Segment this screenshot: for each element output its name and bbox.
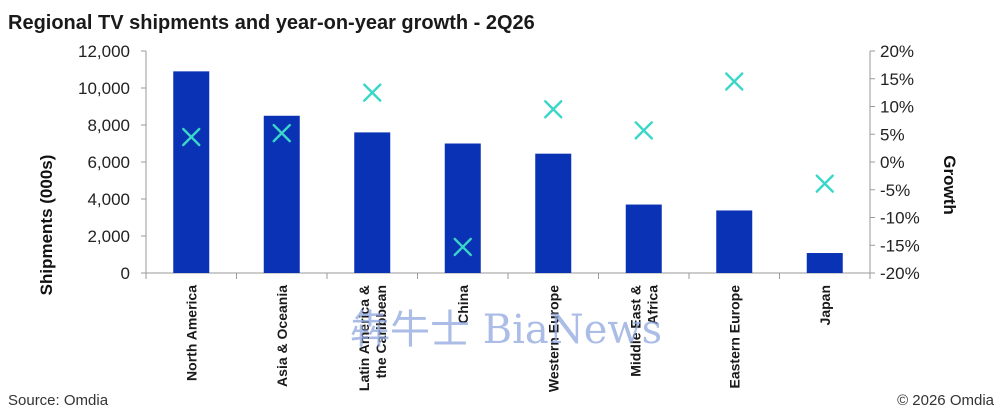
- y-tick-label: 0: [121, 264, 130, 283]
- x-tick-label: Western Europe: [545, 285, 561, 392]
- bar: [625, 204, 662, 273]
- y-tick-label: 2,000: [87, 227, 130, 246]
- x-tick-label: Asia & Oceania: [274, 285, 290, 387]
- growth-marker: [363, 83, 382, 102]
- y2-tick-label: -15%: [880, 236, 920, 255]
- x-tick-label: Japan: [817, 285, 833, 325]
- growth-marker: [634, 121, 653, 140]
- y-tick-label: 12,000: [78, 42, 130, 61]
- watermark: 犇牛士 BiaNews: [350, 307, 662, 353]
- y2-tick-label: -20%: [880, 264, 920, 283]
- bar: [173, 71, 210, 273]
- growth-marker: [182, 127, 201, 147]
- y2-tick-label: 15%: [880, 70, 914, 89]
- source-note: Source: Omdia: [8, 392, 109, 409]
- y2-tick-label: 10%: [880, 98, 914, 117]
- growth-marker: [725, 72, 744, 91]
- x-tick-label: North America: [183, 285, 199, 381]
- y2-tick-label: 5%: [880, 125, 905, 144]
- y-tick-label: 4,000: [87, 190, 130, 209]
- y-axis-title: Shipments (000s): [37, 155, 56, 296]
- x-tick-label: China: [455, 285, 471, 324]
- growth-marker: [815, 174, 834, 193]
- growth-marker: [544, 100, 563, 119]
- copyright-note: © 2026 Omdia: [897, 392, 995, 409]
- bar: [263, 115, 300, 273]
- bar: [716, 210, 753, 273]
- bar: [806, 253, 843, 273]
- x-tick-label: Latin America &the Caribbean: [356, 285, 389, 391]
- y2-axis-title: Growth: [940, 155, 959, 215]
- y2-tick-label: 0%: [880, 153, 905, 172]
- growth-marker: [453, 237, 472, 257]
- y-tick-label: 6,000: [87, 153, 130, 172]
- bar: [354, 132, 391, 273]
- x-tick-label: Eastern Europe: [726, 285, 742, 389]
- y-tick-label: 10,000: [78, 79, 130, 98]
- y2-tick-label: -5%: [880, 181, 910, 200]
- bar: [444, 143, 481, 273]
- growth-marker: [272, 123, 291, 143]
- x-tick-label: Middle East &Africa: [627, 285, 660, 377]
- y2-tick-label: -10%: [880, 209, 920, 228]
- bar: [535, 153, 572, 273]
- y-tick-label: 8,000: [87, 116, 130, 135]
- y2-tick-label: 20%: [880, 42, 914, 61]
- chart-title: Regional TV shipments and year-on-year g…: [8, 12, 535, 34]
- plot-area: 0 2,000 4,000 6,000 8,000 10,000 12,000 -20% -15…: [78, 42, 920, 392]
